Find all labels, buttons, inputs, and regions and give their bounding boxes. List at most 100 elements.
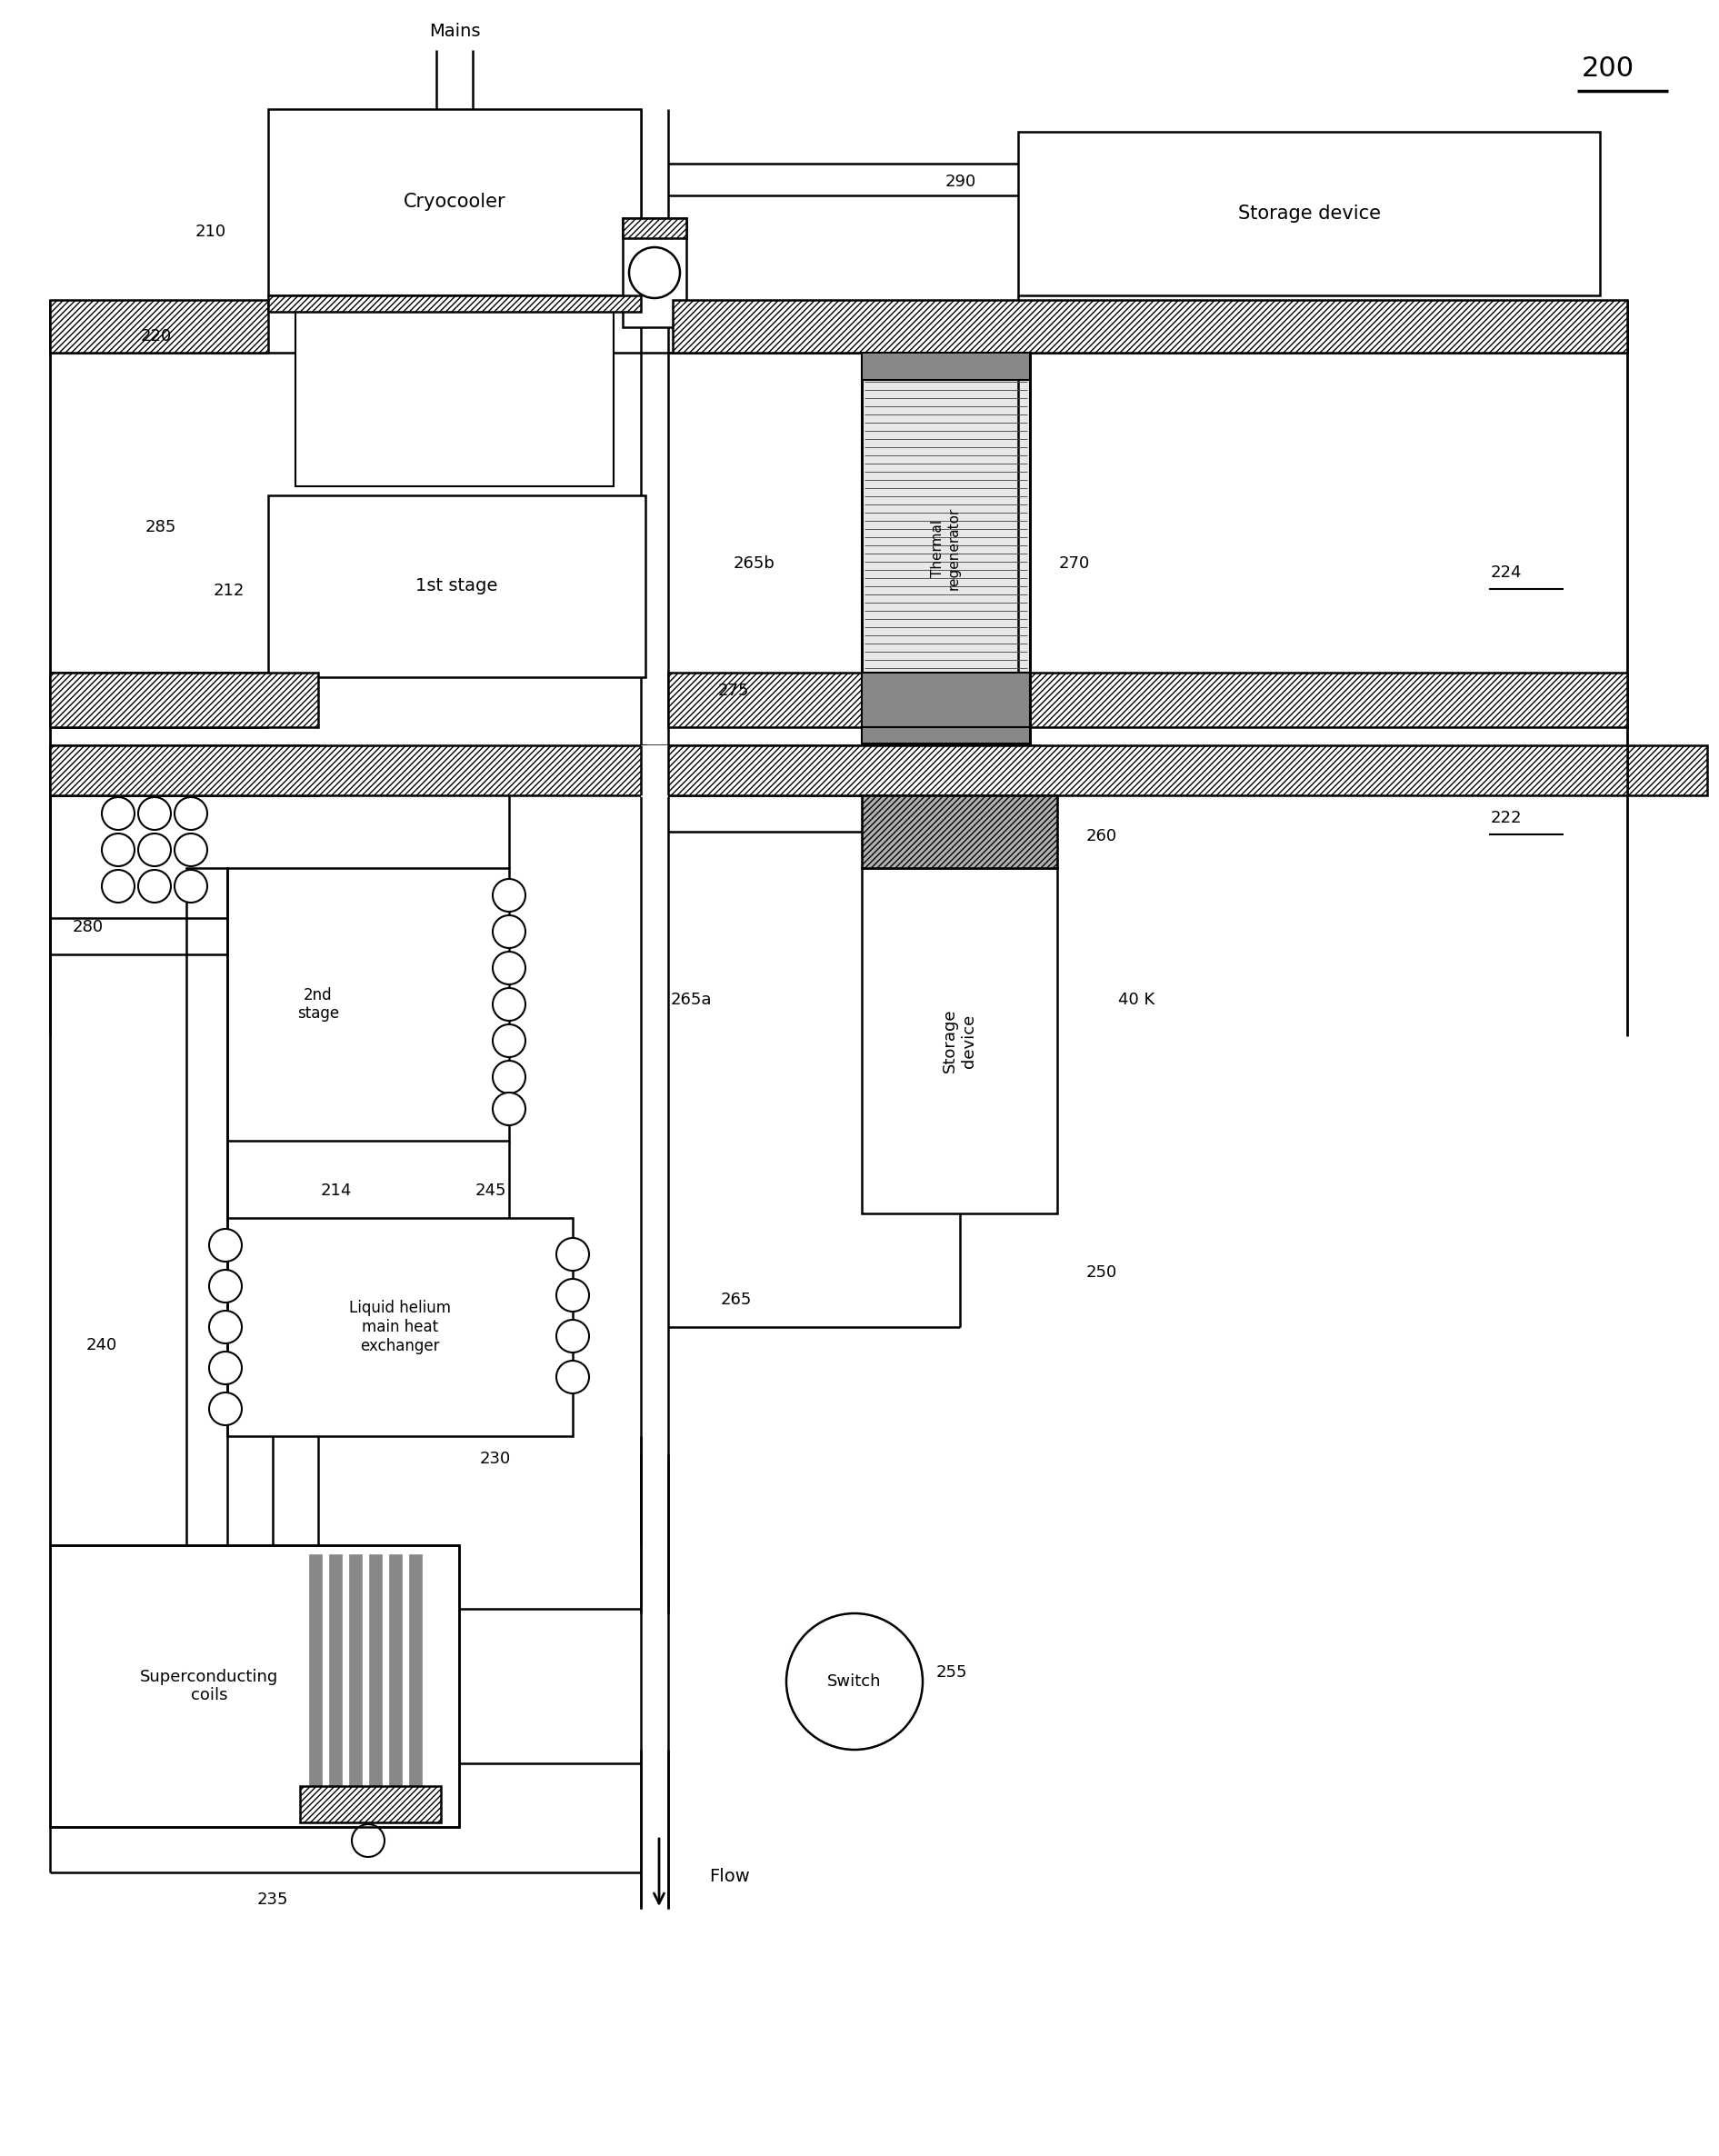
- Text: 222: 222: [1490, 811, 1523, 826]
- Text: 255: 255: [937, 1664, 968, 1682]
- Text: 290: 290: [945, 175, 976, 190]
- Circle shape: [210, 1352, 242, 1384]
- Text: 230: 230: [480, 1451, 511, 1466]
- Circle shape: [175, 798, 208, 830]
- Circle shape: [786, 1613, 923, 1751]
- Bar: [861, 354, 1030, 744]
- Text: 1st stage: 1st stage: [416, 578, 499, 595]
- Circle shape: [557, 1238, 590, 1270]
- Bar: [861, 354, 1030, 379]
- Text: 250: 250: [1086, 1263, 1117, 1281]
- Circle shape: [138, 798, 170, 830]
- Bar: [1018, 132, 1600, 295]
- Bar: [268, 295, 641, 313]
- Circle shape: [493, 987, 526, 1020]
- Circle shape: [101, 869, 134, 903]
- Bar: [669, 673, 861, 727]
- Bar: [861, 716, 1030, 744]
- Circle shape: [175, 834, 208, 867]
- Bar: [227, 869, 509, 1141]
- Circle shape: [493, 1093, 526, 1125]
- Text: 265b: 265b: [734, 556, 775, 571]
- Bar: [641, 746, 645, 796]
- Bar: [861, 673, 1030, 727]
- Text: 270: 270: [1059, 556, 1090, 571]
- Bar: [227, 1218, 572, 1436]
- Text: 200: 200: [1581, 56, 1635, 82]
- Circle shape: [557, 1279, 590, 1311]
- Text: 245: 245: [474, 1181, 507, 1199]
- Bar: [50, 673, 318, 727]
- Text: 280: 280: [72, 918, 103, 936]
- Circle shape: [557, 1360, 590, 1393]
- Text: 265a: 265a: [670, 992, 712, 1009]
- Circle shape: [101, 798, 134, 830]
- Bar: [50, 300, 268, 354]
- Bar: [50, 1546, 459, 1826]
- Circle shape: [557, 1319, 590, 1352]
- Text: 240: 240: [86, 1337, 117, 1354]
- Text: Flow: Flow: [708, 1869, 749, 1886]
- Circle shape: [210, 1229, 242, 1261]
- Circle shape: [101, 834, 134, 867]
- Text: Storage device: Storage device: [1238, 205, 1380, 222]
- Bar: [861, 354, 1030, 744]
- Text: 265: 265: [720, 1291, 751, 1309]
- Text: 235: 235: [258, 1891, 289, 1908]
- Bar: [622, 218, 686, 237]
- Bar: [409, 1554, 421, 1818]
- Bar: [861, 796, 1057, 869]
- Circle shape: [175, 869, 208, 903]
- Bar: [672, 300, 1628, 354]
- Bar: [186, 869, 227, 1710]
- Text: Mains: Mains: [428, 24, 480, 41]
- Bar: [268, 496, 645, 677]
- Text: 210: 210: [196, 224, 227, 239]
- Text: Thermal
regenerator: Thermal regenerator: [932, 507, 961, 589]
- Text: Liquid helium
main heat
exchanger: Liquid helium main heat exchanger: [349, 1300, 450, 1354]
- Text: Cryocooler: Cryocooler: [404, 194, 505, 211]
- Text: 275: 275: [719, 683, 749, 699]
- Bar: [1628, 746, 1707, 796]
- Bar: [328, 1554, 342, 1818]
- Circle shape: [138, 869, 170, 903]
- Circle shape: [493, 1024, 526, 1056]
- Text: Superconducting
coils: Superconducting coils: [139, 1669, 278, 1703]
- Bar: [50, 1546, 459, 1826]
- Bar: [296, 295, 614, 487]
- Text: 220: 220: [141, 328, 172, 345]
- Text: 40 K: 40 K: [1117, 992, 1155, 1009]
- Text: 214: 214: [321, 1181, 352, 1199]
- Circle shape: [210, 1311, 242, 1343]
- Bar: [669, 746, 1038, 796]
- Bar: [349, 1554, 361, 1818]
- Bar: [861, 869, 1057, 1214]
- Circle shape: [138, 834, 170, 867]
- Text: 260: 260: [1086, 828, 1117, 845]
- Circle shape: [493, 951, 526, 985]
- Bar: [1030, 673, 1628, 727]
- Bar: [861, 796, 1057, 869]
- Bar: [50, 746, 318, 796]
- Text: 212: 212: [213, 582, 244, 599]
- Bar: [388, 1554, 402, 1818]
- Bar: [309, 1554, 321, 1818]
- Text: Storage
device: Storage device: [942, 1009, 976, 1074]
- Circle shape: [629, 248, 681, 298]
- Text: 224: 224: [1490, 565, 1523, 580]
- Text: Switch: Switch: [827, 1673, 882, 1690]
- Circle shape: [493, 1061, 526, 1093]
- Bar: [370, 1554, 382, 1818]
- Text: 285: 285: [146, 520, 177, 535]
- Bar: [301, 1785, 440, 1822]
- Circle shape: [210, 1270, 242, 1302]
- Circle shape: [493, 880, 526, 912]
- Circle shape: [352, 1824, 385, 1856]
- Bar: [50, 746, 1628, 796]
- Bar: [641, 746, 669, 798]
- Bar: [268, 110, 641, 295]
- Text: 2nd
stage: 2nd stage: [297, 987, 339, 1022]
- Bar: [622, 218, 686, 328]
- Circle shape: [493, 916, 526, 949]
- Circle shape: [210, 1393, 242, 1425]
